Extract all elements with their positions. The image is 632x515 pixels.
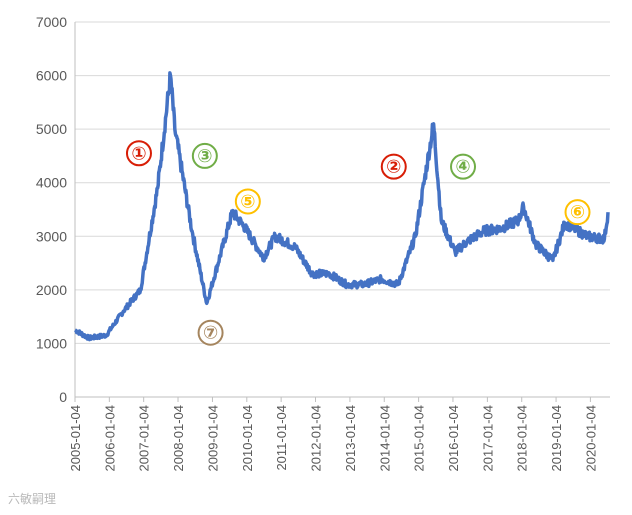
x-tick-label: 2008-01-04: [171, 405, 186, 472]
annotation-circle: [197, 319, 224, 346]
annotation-label: ④: [455, 157, 470, 177]
x-tick-label: 2018-01-04: [515, 405, 530, 472]
x-tick-label: 2013-01-04: [343, 405, 358, 472]
series-line: [73, 71, 610, 342]
annotation-label: ⑤: [240, 191, 255, 211]
annotation-label: ⑦: [203, 323, 218, 343]
y-tick-label: 5000: [36, 121, 67, 137]
annotations: ① ② ③ ④ ⑤ ⑥ ⑦: [125, 140, 591, 346]
annotation-circle: [234, 188, 261, 215]
annotation-circle: [191, 142, 218, 169]
y-tick-label: 2000: [36, 282, 67, 298]
x-axis-ticks: 2005-01-04 2006-01-04 2007-01-04 2008-01-04…: [68, 397, 598, 472]
annotation-label: ①: [131, 143, 146, 163]
watermark: 六敏嗣理: [8, 492, 57, 506]
annotation-circle: [450, 153, 477, 180]
x-tick-label: 2017-01-04: [480, 405, 495, 472]
x-tick-label: 2016-01-04: [446, 405, 461, 472]
annotation-circle: [380, 153, 407, 180]
annotation-label: ③: [197, 146, 212, 166]
annotation-circle: [564, 199, 591, 226]
x-tick-label: 2019-01-04: [549, 405, 564, 472]
y-tick-label: 1000: [36, 335, 67, 351]
y-tick-label: 7000: [36, 14, 67, 30]
x-tick-label: 2015-01-04: [412, 405, 427, 472]
annotation-label: ②: [386, 157, 401, 177]
x-tick-label: 2009-01-04: [205, 405, 220, 472]
x-tick-label: 2006-01-04: [102, 405, 117, 472]
x-tick-label: 2020-01-04: [583, 405, 598, 472]
x-tick-label: 2005-01-04: [68, 405, 83, 472]
y-tick-label: 3000: [36, 228, 67, 244]
y-tick-label: 6000: [36, 68, 67, 84]
x-tick-label: 2007-01-04: [137, 405, 152, 472]
x-tick-label: 2010-01-04: [240, 405, 255, 472]
y-tick-label: 4000: [36, 175, 67, 191]
annotation-circle: [125, 140, 152, 167]
y-axis-ticks: 0 1000 2000 3000 4000 5000 6000 7000: [36, 14, 67, 405]
series-path: [73, 71, 610, 342]
y-tick-label: 0: [59, 389, 67, 405]
annotation-label: ⑥: [570, 202, 585, 222]
x-tick-label: 2012-01-04: [308, 405, 323, 472]
x-tick-label: 2011-01-04: [274, 405, 289, 471]
x-tick-label: 2014-01-04: [377, 405, 392, 472]
